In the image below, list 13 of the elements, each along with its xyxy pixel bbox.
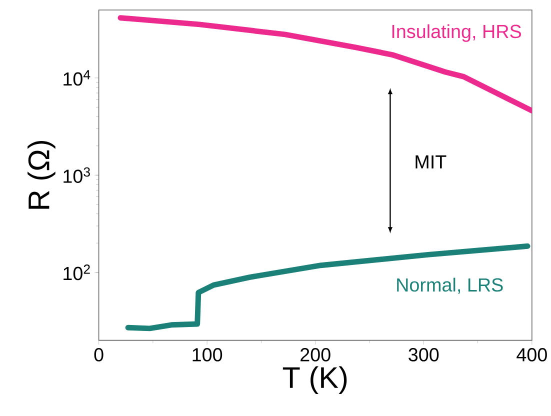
x-tick-label: 200: [300, 348, 330, 362]
x-tick-label: 300: [408, 348, 439, 362]
y-tick-label: 10$^{2}$: [64, 264, 90, 280]
x-tick-label: 400: [516, 348, 547, 362]
y-axis-title: R (Ω): [28, 140, 56, 209]
x-axis-title: T (K): [282, 366, 347, 394]
x-tick-label: 0: [94, 348, 104, 362]
y-tick-label: 10$^{3}$: [64, 167, 90, 183]
series-label: Normal, LRS: [397, 278, 503, 294]
annotation: MIT: [416, 155, 446, 168]
series-label: Insulating, HRS: [392, 24, 522, 42]
x-tick-label: 100: [192, 348, 222, 362]
y-tick-label: 10$^{4}$: [64, 70, 90, 86]
